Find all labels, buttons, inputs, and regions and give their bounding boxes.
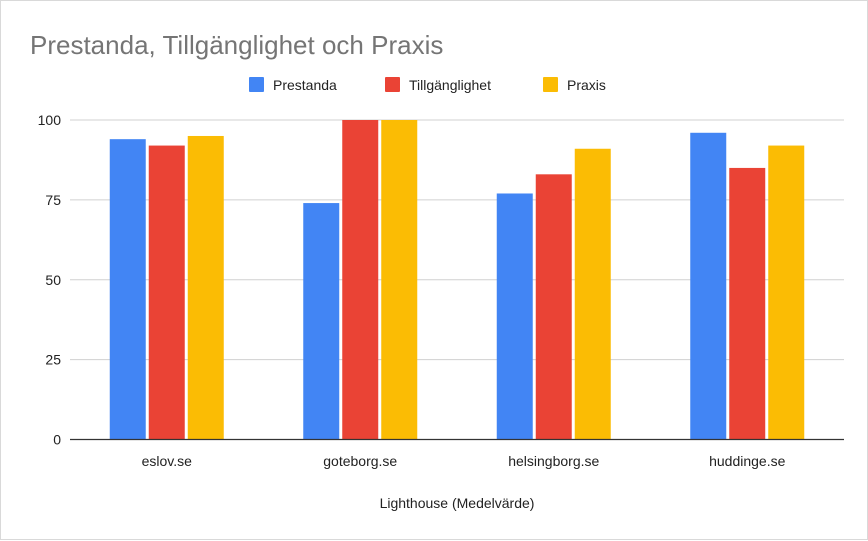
x-tick-label: helsingborg.se <box>508 453 599 469</box>
gridlines <box>70 119 844 361</box>
bar-praxis-eslov-se <box>187 135 224 440</box>
x-tick-label: eslov.se <box>142 453 193 469</box>
legend-label: Tillgänglighet <box>409 77 491 93</box>
legend-label: Prestanda <box>273 77 337 93</box>
legend-swatch <box>385 77 400 92</box>
x-axis-title: Lighthouse (Medelvärde) <box>380 495 535 511</box>
bar-tillgänglighet-goteborg-se <box>342 120 379 440</box>
y-tick-label: 25 <box>45 352 61 368</box>
legend-item: Praxis <box>543 77 606 93</box>
legend: Prestanda Tillgänglighet Praxis <box>249 77 606 93</box>
bar-tillgänglighet-helsingborg-se <box>535 174 572 440</box>
bars <box>109 120 805 440</box>
y-tick-label: 75 <box>45 192 61 208</box>
y-tick-label: 0 <box>53 432 61 448</box>
y-axis-tick-labels: 0 25 50 75 100 <box>38 112 62 448</box>
chart-title: Prestanda, Tillgänglighet och Praxis <box>30 30 443 60</box>
bar-praxis-huddinge-se <box>768 145 805 440</box>
legend-item: Tillgänglighet <box>385 77 491 93</box>
y-tick-label: 100 <box>38 112 62 128</box>
bar-tillgänglighet-huddinge-se <box>729 167 766 440</box>
legend-item: Prestanda <box>249 77 337 93</box>
legend-swatch <box>543 77 558 92</box>
x-axis-tick-labels: eslov.se goteborg.se helsingborg.se hudding… <box>142 453 786 469</box>
x-tick-label: goteborg.se <box>323 453 397 469</box>
bar-prestanda-helsingborg-se <box>496 193 533 440</box>
bar-tillgänglighet-eslov-se <box>148 145 185 440</box>
bar-prestanda-huddinge-se <box>690 132 727 440</box>
legend-label: Praxis <box>567 77 606 93</box>
bar-praxis-helsingborg-se <box>574 148 611 440</box>
bar-praxis-goteborg-se <box>381 120 418 440</box>
bar-prestanda-goteborg-se <box>303 203 340 440</box>
legend-swatch <box>249 77 264 92</box>
x-tick-label: huddinge.se <box>709 453 786 469</box>
y-tick-label: 50 <box>45 272 61 288</box>
bar-prestanda-eslov-se <box>109 139 146 440</box>
